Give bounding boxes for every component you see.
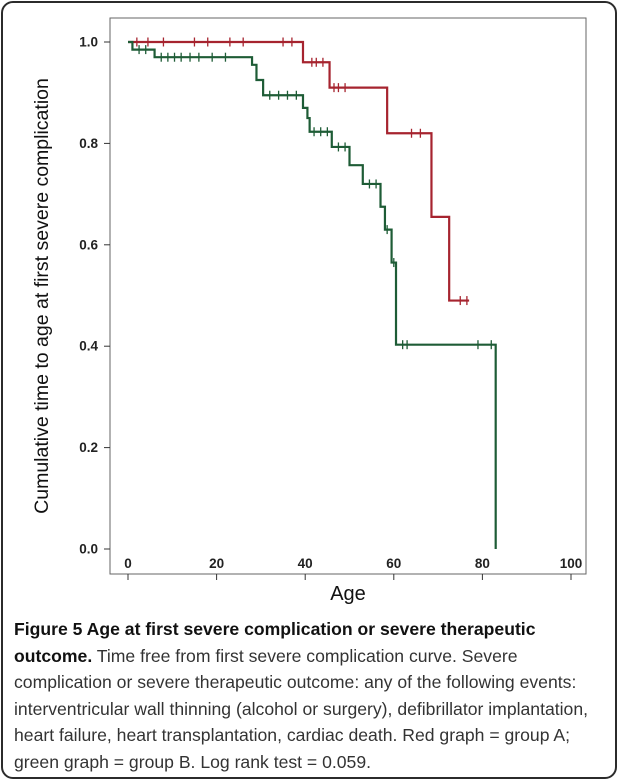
y-tick-label: 0.8 bbox=[79, 136, 98, 151]
y-tick-label: 0.0 bbox=[79, 542, 98, 557]
x-axis: 0 20 40 60 80 100 bbox=[124, 556, 582, 580]
series-2 bbox=[128, 40, 497, 549]
x-axis-label: Age bbox=[330, 583, 366, 605]
y-tick-label: 1.0 bbox=[79, 35, 98, 50]
x-tick-label: 0 bbox=[124, 556, 132, 571]
x-tick-label: 100 bbox=[560, 556, 583, 571]
x-tick-label: 40 bbox=[298, 556, 313, 571]
series-1 bbox=[128, 37, 470, 306]
y-tick-label: 0.4 bbox=[79, 339, 98, 354]
y-tick-label: 0.2 bbox=[79, 440, 98, 455]
caption-title: Figure 5 Age at first severe complicatio… bbox=[14, 619, 536, 666]
series-layer bbox=[128, 37, 497, 549]
survival-curve bbox=[128, 40, 497, 549]
x-tick-label: 20 bbox=[209, 556, 224, 571]
x-tick-label: 80 bbox=[475, 556, 490, 571]
plot-area bbox=[109, 17, 587, 575]
caption-body: Time free from first severe complication… bbox=[14, 645, 589, 772]
y-axis-label: Cumulative time to age at first severe c… bbox=[31, 78, 53, 514]
km-chart: 0.0 0.2 0.4 0.6 0.8 1.0 0 20 40 60 80 100 Cumulati… bbox=[31, 17, 587, 605]
y-tick-label: 0.6 bbox=[79, 237, 98, 252]
figure-caption: Figure 5 Age at first severe complicatio… bbox=[14, 616, 610, 775]
y-axis: 0.0 0.2 0.4 0.6 0.8 1.0 bbox=[79, 35, 111, 557]
x-tick-label: 60 bbox=[386, 556, 401, 571]
survival-curve bbox=[128, 40, 470, 302]
